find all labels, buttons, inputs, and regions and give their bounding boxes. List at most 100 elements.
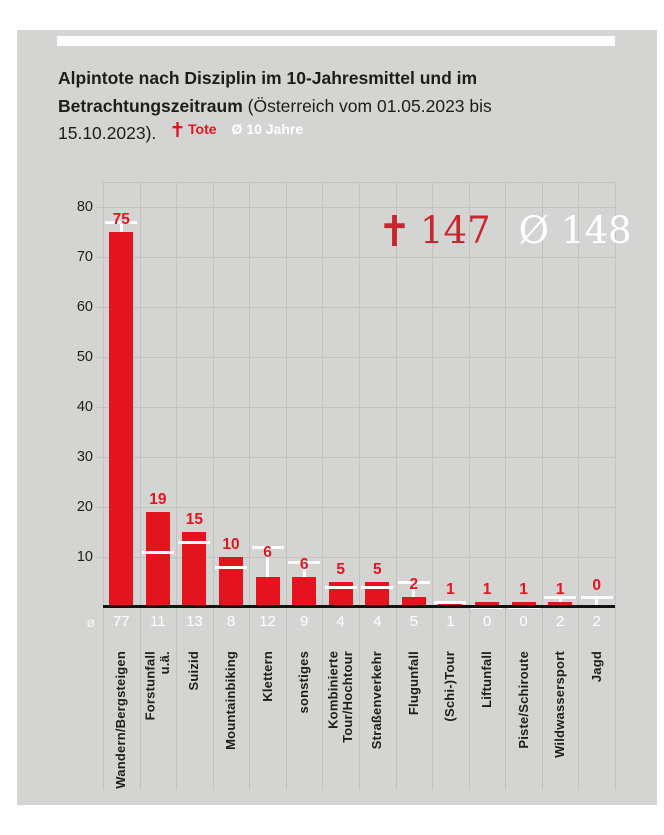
legend-tote-label: Tote [188, 121, 217, 137]
y-axis-label: 70 [76, 249, 93, 265]
annotation-avg-total: 148 [560, 208, 632, 252]
y-axis-label: 80 [76, 199, 93, 215]
bar [182, 532, 207, 607]
bar-value-label: 1 [446, 581, 455, 598]
bar [292, 577, 317, 607]
avg-marker [178, 541, 211, 544]
bar-value-label: 1 [519, 581, 528, 598]
avg-marker [397, 581, 430, 584]
avg-row-value: 4 [373, 613, 382, 630]
avg-row-value: 13 [186, 613, 203, 630]
bar-value-label: 6 [299, 556, 309, 573]
gridline [395, 182, 397, 790]
bar [511, 602, 536, 607]
bar-value-label: 1 [555, 581, 565, 598]
gridline [285, 182, 287, 790]
infographic-panel: Alpintote nach Disziplin im 10-Jahresmit… [17, 30, 657, 805]
avg-row-value: 8 [226, 613, 236, 630]
category-label: Jagd [588, 651, 604, 683]
avg-marker [580, 596, 613, 599]
bar-value-label: 19 [149, 491, 167, 508]
gridline [615, 182, 616, 790]
gridline [249, 182, 251, 790]
gridline [468, 182, 470, 790]
avg-marker [251, 546, 284, 549]
gridline [139, 182, 141, 790]
gridline [212, 182, 214, 790]
category-label: Straßenverkehr [369, 651, 385, 750]
cross-icon [384, 214, 405, 246]
category-label: Liftunfall [478, 651, 494, 708]
gridline [322, 182, 324, 790]
legend-item-tote: Tote [172, 121, 217, 137]
annotation-avg: Ø 148 [519, 209, 632, 252]
bar [401, 597, 426, 607]
bar-value-label: 6 [263, 544, 272, 561]
category-label: Klettern [259, 651, 275, 702]
axis-tick [96, 257, 103, 258]
avg-row-value: 12 [259, 613, 276, 630]
axis-tick [96, 507, 103, 508]
bar-value-label: 5 [372, 561, 382, 578]
bar-value-label: 0 [592, 577, 602, 594]
bar-value-label: 10 [222, 536, 240, 553]
avg-marker [361, 586, 394, 589]
bar [438, 602, 463, 607]
totals-annotation: 147 Ø 148 [383, 209, 632, 252]
avg-marker-tick [595, 597, 599, 607]
y-axis-label: 60 [76, 299, 93, 315]
category-label: (Schi-)Tour [442, 651, 458, 722]
avg-row-value: 2 [592, 613, 601, 630]
gridline [578, 182, 580, 790]
legend-item-avg: Ø 10 Jahre [231, 121, 304, 137]
avg-marker-tick [119, 222, 123, 232]
bar-value-label: 5 [336, 561, 346, 578]
category-label: Kombinierte Tour/Hochtour [325, 651, 355, 743]
avg-row-value: 0 [482, 613, 492, 630]
category-label: sonstiges [295, 651, 311, 714]
category-label: Suizid [186, 651, 202, 691]
avg-marker [324, 586, 357, 589]
avg-row-value: 77 [112, 613, 130, 630]
avg-row-value: 1 [446, 613, 455, 630]
bar [219, 557, 243, 607]
top-stripe [57, 36, 615, 46]
title-line: 15.10.2023). [58, 123, 157, 143]
axis-tick [96, 357, 103, 358]
title-line: Alpintote nach Disziplin im 10-Jahresmit… [58, 68, 478, 88]
gridline [505, 182, 507, 790]
cross-icon [172, 121, 183, 137]
avg-marker-tick [412, 582, 416, 597]
axis-baseline [103, 605, 615, 608]
avg-row-value: 2 [555, 613, 565, 630]
avg-marker-tick [266, 547, 270, 577]
bar-value-label: 15 [185, 511, 204, 528]
category-label: Mountainbiking [222, 651, 238, 750]
y-axis-label: 30 [76, 449, 93, 465]
diameter-icon: Ø [518, 208, 549, 252]
y-axis-label: 40 [76, 399, 93, 415]
avg-marker [105, 221, 138, 224]
avg-marker [544, 596, 577, 599]
bar [475, 602, 499, 607]
axis-tick [96, 557, 103, 558]
avg-row-value: 0 [519, 613, 528, 630]
axis-tick [96, 457, 103, 458]
y-axis-label: 10 [76, 549, 93, 565]
bar-chart: 10 20 30 40 50 60 70 80 75 19 15 10 6 6 5 5 2 1 1 1 1 0 ø 77 11 1… [17, 30, 657, 805]
gridline [176, 182, 178, 790]
bar [109, 232, 134, 607]
chart-title: Alpintote nach Disziplin im 10-Jahresmit… [58, 65, 606, 148]
category-label: Forstunfall u.ä. [142, 651, 172, 721]
gridline [541, 182, 543, 790]
bar [255, 577, 280, 607]
y-axis-label: 20 [76, 499, 93, 515]
gridline [432, 182, 434, 790]
category-label: Wandern/Bergsteigen [113, 651, 129, 789]
title-line: Betrachtungszeitraum (Österreich vom 01.… [58, 95, 492, 116]
avg-row-value: 5 [409, 613, 419, 630]
avg-marker-tick [302, 562, 306, 577]
avg-marker [434, 601, 467, 604]
axis-tick [96, 307, 103, 308]
